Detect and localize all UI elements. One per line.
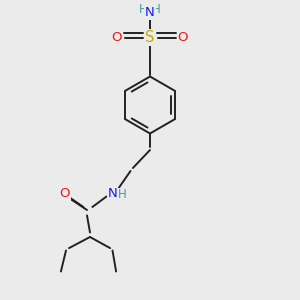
Text: O: O: [112, 31, 122, 44]
Text: O: O: [178, 31, 188, 44]
Text: H: H: [118, 188, 127, 202]
Text: N: N: [108, 187, 117, 200]
Text: O: O: [59, 187, 70, 200]
Text: H: H: [152, 3, 161, 16]
Text: S: S: [145, 30, 155, 45]
Text: H: H: [139, 3, 148, 16]
Text: N: N: [145, 5, 155, 19]
